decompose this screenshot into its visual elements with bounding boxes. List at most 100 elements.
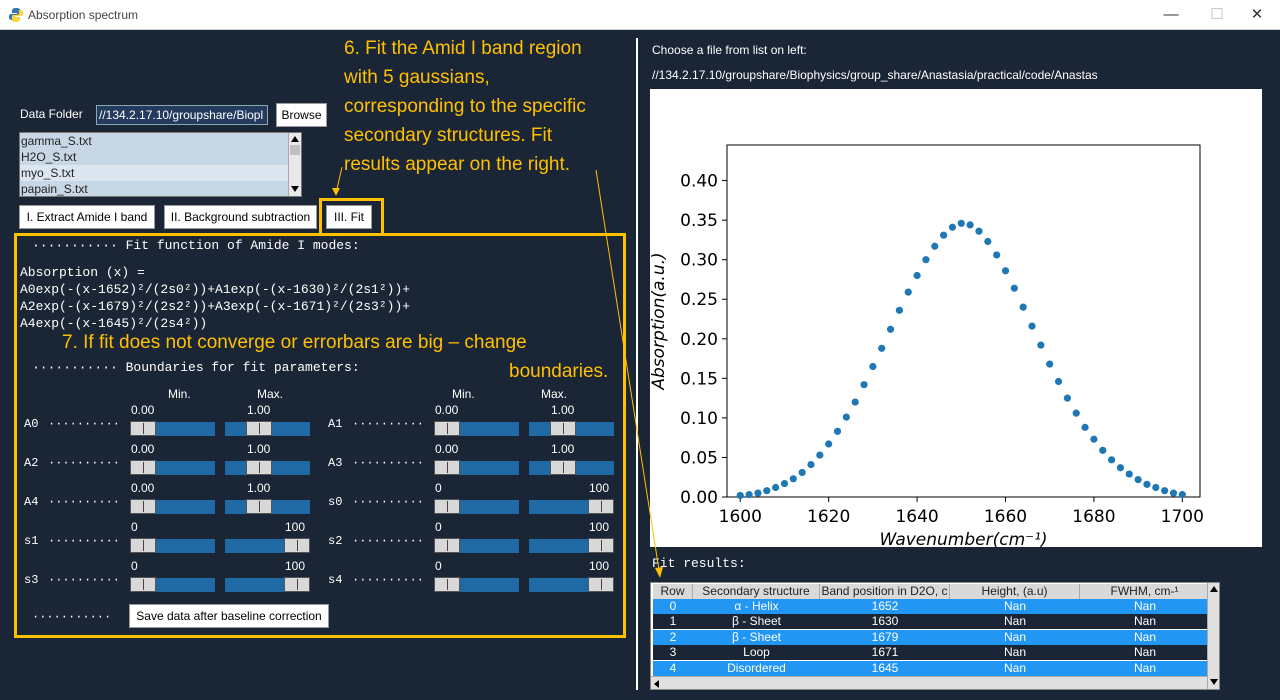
param-a2-min-slider[interactable] (130, 460, 215, 475)
table-vscrollbar[interactable] (1207, 583, 1219, 689)
slider-knob[interactable] (588, 538, 614, 553)
slider-knob[interactable] (130, 538, 156, 553)
slider-knob[interactable] (130, 421, 156, 436)
slider-knob[interactable] (246, 421, 272, 436)
slider-knob[interactable] (130, 499, 156, 514)
scroll-up-icon[interactable] (1210, 586, 1218, 592)
slider-knob[interactable] (130, 460, 156, 475)
file-list-item[interactable]: H2O_S.txt (21, 150, 77, 164)
table-row[interactable]: 2 β - Sheet 1679 Nan Nan (653, 629, 1207, 645)
slider-knob[interactable] (434, 499, 460, 514)
slider-knob[interactable] (284, 577, 310, 592)
close-button[interactable]: ✕ (1250, 6, 1264, 23)
param-a0-max-slider[interactable] (225, 421, 310, 436)
param-a1-min-slider[interactable] (434, 421, 519, 436)
slider-knob[interactable] (588, 577, 614, 592)
param-s1-max-slider[interactable] (225, 538, 310, 553)
data-point (931, 242, 939, 250)
slider-knob[interactable] (434, 421, 460, 436)
table-cell: 1645 (871, 660, 899, 675)
param-s0-min-slider[interactable] (434, 499, 519, 514)
slider-knob[interactable] (434, 460, 460, 475)
min-label-right: Min. (452, 387, 475, 401)
table-row[interactable]: 4 Disordered 1645 Nan Nan (653, 660, 1207, 676)
scroll-left-icon[interactable] (654, 680, 659, 688)
x-tick-label: 1700 (1161, 507, 1204, 527)
data-point (878, 344, 886, 352)
param-s3-max-slider[interactable] (225, 577, 310, 592)
param-s3-max-value: 100 (285, 559, 306, 573)
param-a3-min-slider[interactable] (434, 460, 519, 475)
param-dots: ·········· (352, 417, 425, 431)
data-point (984, 237, 992, 246)
table-row[interactable]: 1 β - Sheet 1630 Nan Nan (653, 614, 1207, 630)
slider-knob[interactable] (550, 421, 576, 436)
data-folder-input[interactable]: //134.2.17.10/groupshare/Biopl (96, 105, 268, 125)
param-s4-min-slider[interactable] (434, 577, 519, 592)
scroll-thumb[interactable] (290, 145, 300, 155)
slider-knob[interactable] (284, 538, 310, 553)
param-a0-min-slider[interactable] (130, 421, 215, 436)
param-s4-min-value: 0 (435, 559, 442, 573)
param-dots: ·········· (48, 456, 121, 470)
file-list-item[interactable]: papain_S.txt (21, 182, 88, 196)
table-cell: 4 (669, 660, 677, 675)
param-a4-min-slider[interactable] (130, 499, 215, 514)
param-s4-max-slider[interactable] (529, 577, 614, 592)
slider-knob[interactable] (434, 577, 460, 592)
data-point (1090, 435, 1098, 443)
param-s3-min-slider[interactable] (130, 577, 215, 592)
table-cell: Nan (1133, 629, 1156, 644)
file-list[interactable]: gamma_S.txt H2O_S.txt myo_S.txt papain_S.tx… (19, 132, 302, 197)
column-header[interactable]: Row (653, 584, 693, 599)
column-header[interactable]: FWHM, cm-¹ (1080, 584, 1210, 599)
file-list-item[interactable]: gamma_S.txt (21, 134, 92, 148)
extract-amide-button[interactable]: I. Extract Amide I band (19, 205, 155, 229)
column-header[interactable]: Band position in D2O, c (820, 584, 950, 599)
slider-knob[interactable] (588, 499, 614, 514)
y-tick-label: 0.20 (680, 330, 718, 350)
scroll-down-icon[interactable] (1210, 679, 1218, 685)
param-a3-max-slider[interactable] (529, 460, 614, 475)
param-name-a2: A2 (24, 456, 39, 470)
param-s1-max-value: 100 (285, 520, 306, 534)
browse-button[interactable]: Browse (276, 103, 327, 127)
param-s2-max-slider[interactable] (529, 538, 614, 553)
table-row[interactable]: 3 Loop 1671 Nan Nan (653, 645, 1207, 661)
table-hscrollbar[interactable] (651, 676, 1207, 689)
data-point (1010, 284, 1018, 292)
column-header[interactable]: Height, (a.u) (950, 584, 1080, 599)
table-row[interactable]: 0 α - Helix 1652 Nan Nan (653, 599, 1207, 614)
x-tick-label: 1660 (984, 507, 1027, 527)
slider-knob[interactable] (550, 460, 576, 475)
data-point (1107, 456, 1116, 464)
scroll-down-icon[interactable] (291, 186, 299, 192)
fit-results-table[interactable]: Row Secondary structure Band position in D… (650, 582, 1220, 690)
save-data-button[interactable]: Save data after baseline correction (129, 604, 329, 628)
param-s2-min-value: 0 (435, 520, 442, 534)
y-tick-label: 0.10 (680, 409, 718, 429)
param-a1-max-slider[interactable] (529, 421, 614, 436)
file-list-scrollbar[interactable] (288, 133, 301, 196)
scroll-up-icon[interactable] (291, 136, 299, 142)
maximize-button[interactable]: ☐ (1210, 6, 1224, 23)
file-list-item[interactable]: myo_S.txt (20, 165, 301, 181)
data-point (1152, 483, 1160, 492)
fit-button[interactable]: III. Fit (326, 205, 372, 229)
param-s2-min-slider[interactable] (434, 538, 519, 553)
slider-knob[interactable] (246, 499, 272, 514)
param-a4-max-slider[interactable] (225, 499, 310, 514)
minimize-button[interactable]: — (1163, 6, 1179, 23)
column-header[interactable]: Secondary structure (693, 584, 820, 599)
param-s0-max-slider[interactable] (529, 499, 614, 514)
slider-knob[interactable] (130, 577, 156, 592)
slider-knob[interactable] (434, 538, 460, 553)
slider-knob[interactable] (246, 460, 272, 475)
param-s1-min-slider[interactable] (130, 538, 215, 553)
background-subtraction-button[interactable]: II. Background subtraction (164, 205, 317, 229)
arrow-head-icon (332, 188, 340, 196)
param-s1-min-value: 0 (131, 520, 138, 534)
data-point (789, 475, 797, 483)
table-cell: β - Sheet (732, 629, 781, 644)
param-a2-max-slider[interactable] (225, 460, 310, 475)
